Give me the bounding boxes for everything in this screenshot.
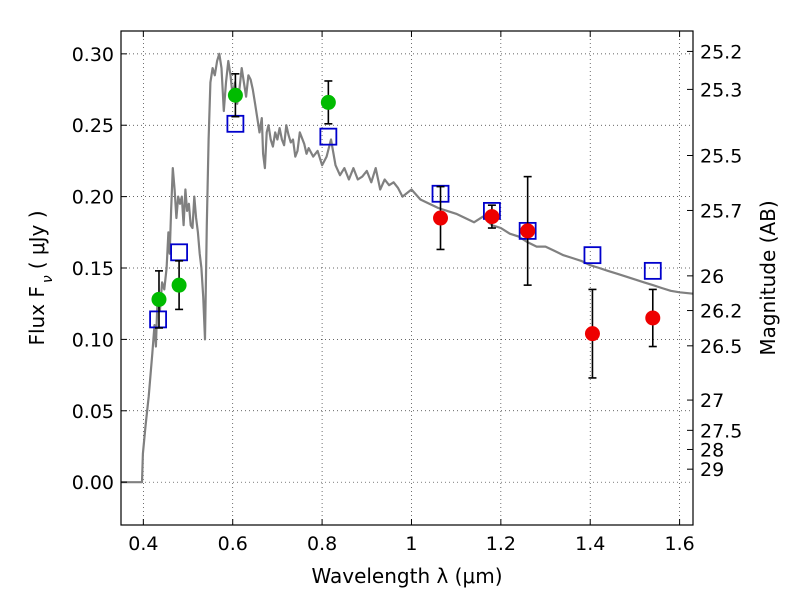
x-tick-label: 1 (405, 533, 417, 555)
y2-tick-label: 29 (700, 459, 724, 481)
observed-nir-point (645, 310, 661, 326)
y-tick-label: 0.00 (72, 472, 114, 494)
model-photometry-square (226, 114, 245, 133)
y-tick-label: 0.30 (72, 44, 114, 66)
y2-tick-label: 25.3 (700, 79, 742, 101)
observed-nir-point (484, 209, 500, 225)
y-tick-label: 0.10 (72, 329, 114, 351)
y-axis-label-subscript: ν (40, 275, 56, 283)
x-tick-label: 0.6 (218, 533, 248, 555)
model-photometry-square (319, 127, 338, 146)
y-axis-label-unit: ( μJy ) (25, 210, 49, 269)
y-axis-label: Flux F ν ( μJy ) (25, 210, 56, 345)
observed-nir-point (433, 210, 449, 226)
observed-optical-point (151, 291, 167, 307)
series-layer (121, 52, 694, 484)
y2-tick-label: 25.5 (700, 145, 742, 167)
x-tick-label: 0.4 (128, 533, 158, 555)
observed-optical-point (320, 94, 336, 110)
model-photometry-square (583, 246, 602, 265)
x-tick-label: 1.2 (486, 533, 516, 555)
x-axis-label: Wavelength λ (μm) (311, 564, 502, 588)
observed-nir-point (584, 326, 600, 342)
y2-tick-label: 25.7 (700, 200, 742, 222)
model-spectrum-line (121, 52, 694, 484)
y2-tick-label: 26.2 (700, 301, 742, 323)
y2-tick-label: 26.5 (700, 336, 742, 358)
x-tick-label: 1.6 (664, 533, 694, 555)
y2-tick-label: 27.5 (700, 420, 742, 442)
model-photometry-square (643, 261, 662, 280)
y2-tick-label: 27 (700, 390, 724, 412)
y2-tick-label: 25.2 (700, 41, 742, 63)
axis-ticks: 0.4 0.6 0.8 1 1.2 1.4 1.6 0.00 0.05 0.10 0.15 0.20 0… (72, 31, 742, 555)
y-tick-label: 0.15 (72, 258, 114, 280)
x-tick-label: 1.4 (575, 533, 605, 555)
y-tick-label: 0.25 (72, 115, 114, 137)
plot-frame (120, 30, 694, 526)
y-axis-label-main: Flux F (25, 286, 49, 345)
y2-tick-label: 26 (700, 266, 724, 288)
observed-optical-point (171, 277, 187, 293)
observed-nir-point (520, 223, 536, 239)
model-photometry-square (170, 243, 188, 262)
x-tick-label: 0.8 (307, 533, 337, 555)
observed-optical-point (227, 87, 243, 103)
y2-axis-label: Magnitude (AB) (756, 200, 780, 355)
y-tick-label: 0.20 (72, 187, 114, 209)
y-tick-label: 0.05 (72, 401, 114, 423)
y2-tick-label: 28 (700, 439, 724, 461)
